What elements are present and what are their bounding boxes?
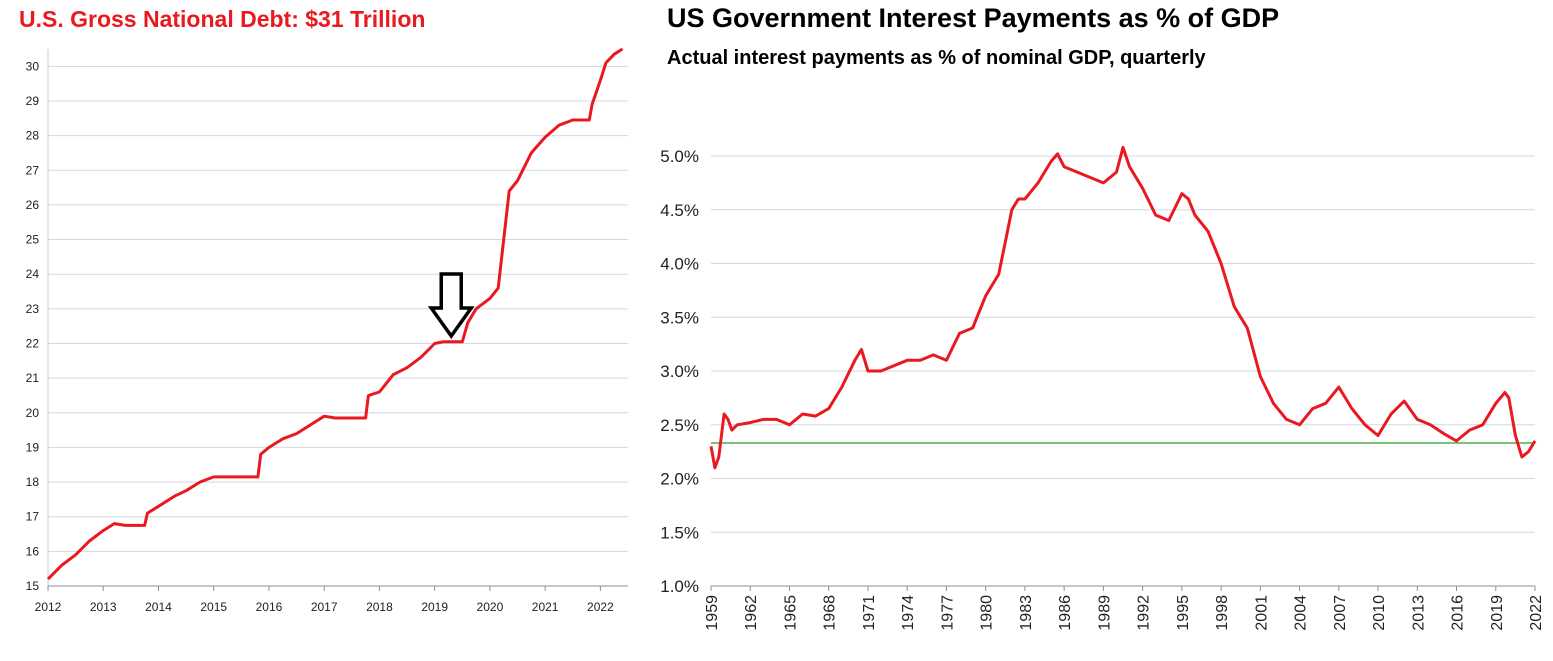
- x-tick-label: 1986: [1057, 595, 1074, 631]
- x-tick-label: 2016: [256, 600, 283, 614]
- y-tick-label: 2.0%: [660, 470, 699, 489]
- y-tick-label: 15: [26, 579, 40, 593]
- y-tick-label: 23: [26, 302, 40, 316]
- x-tick-label: 2022: [1528, 595, 1545, 631]
- y-tick-label: 26: [26, 198, 40, 212]
- x-tick-label: 2015: [200, 600, 227, 614]
- down-arrow-icon: [427, 272, 475, 340]
- interest-chart-title: US Government Interest Payments as % of …: [667, 3, 1280, 33]
- x-tick-label: 2014: [145, 600, 172, 614]
- y-tick-label: 27: [26, 163, 40, 177]
- y-tick-label: 24: [26, 267, 40, 281]
- x-tick-label: 2012: [35, 600, 62, 614]
- x-tick-label: 2001: [1253, 595, 1270, 631]
- x-tick-label: 1992: [1136, 595, 1153, 631]
- x-tick-label: 1995: [1175, 595, 1192, 631]
- x-tick-label: 2021: [532, 600, 559, 614]
- debt-series-line: [46, 47, 624, 581]
- x-tick-label: 2020: [477, 600, 504, 614]
- y-tick-label: 30: [26, 59, 40, 73]
- x-tick-label: 1959: [704, 595, 721, 631]
- y-tick-label: 28: [26, 129, 40, 143]
- x-tick-label: 1962: [743, 595, 760, 631]
- y-tick-label: 1.0%: [660, 577, 699, 596]
- y-tick-label: 2.5%: [660, 416, 699, 435]
- y-tick-label: 4.5%: [660, 201, 699, 220]
- x-tick-label: 2004: [1293, 595, 1310, 631]
- interest-series-line: [709, 145, 1537, 470]
- x-tick-label: 2019: [1489, 595, 1506, 631]
- y-tick-label: 25: [26, 233, 40, 247]
- y-tick-label: 4.0%: [660, 255, 699, 274]
- y-tick-label: 20: [26, 406, 40, 420]
- y-tick-label: 5.0%: [660, 147, 699, 166]
- x-tick-label: 2007: [1332, 595, 1349, 631]
- x-tick-label: 1989: [1096, 595, 1113, 631]
- y-tick-label: 29: [26, 94, 40, 108]
- y-tick-label: 3.0%: [660, 362, 699, 381]
- x-tick-label: 1968: [822, 595, 839, 631]
- x-tick-label: 2013: [1410, 595, 1427, 631]
- x-tick-label: 2019: [421, 600, 448, 614]
- x-tick-label: 1977: [939, 595, 956, 631]
- x-tick-label: 1998: [1214, 595, 1231, 631]
- y-tick-label: 19: [26, 440, 40, 454]
- y-tick-label: 18: [26, 475, 40, 489]
- x-tick-label: 1983: [1018, 595, 1035, 631]
- x-tick-label: 2022: [587, 600, 614, 614]
- x-tick-label: 2017: [311, 600, 338, 614]
- debt-chart-title: U.S. Gross National Debt: $31 Trillion: [19, 6, 426, 32]
- y-tick-label: 21: [26, 371, 40, 385]
- x-tick-label: 2018: [366, 600, 393, 614]
- y-tick-label: 16: [26, 544, 40, 558]
- y-tick-label: 1.5%: [660, 523, 699, 542]
- interest-chart-subtitle: Actual interest payments as % of nominal…: [667, 47, 1206, 69]
- x-tick-label: 2013: [90, 600, 117, 614]
- x-tick-label: 1965: [782, 595, 799, 631]
- x-tick-label: 1971: [861, 595, 878, 631]
- y-tick-label: 3.5%: [660, 308, 699, 327]
- x-tick-label: 1980: [979, 595, 996, 631]
- x-tick-label: 2010: [1371, 595, 1388, 631]
- x-tick-label: 1974: [900, 595, 917, 631]
- y-tick-label: 17: [26, 510, 40, 524]
- x-tick-label: 2016: [1450, 595, 1467, 631]
- y-tick-label: 22: [26, 336, 40, 350]
